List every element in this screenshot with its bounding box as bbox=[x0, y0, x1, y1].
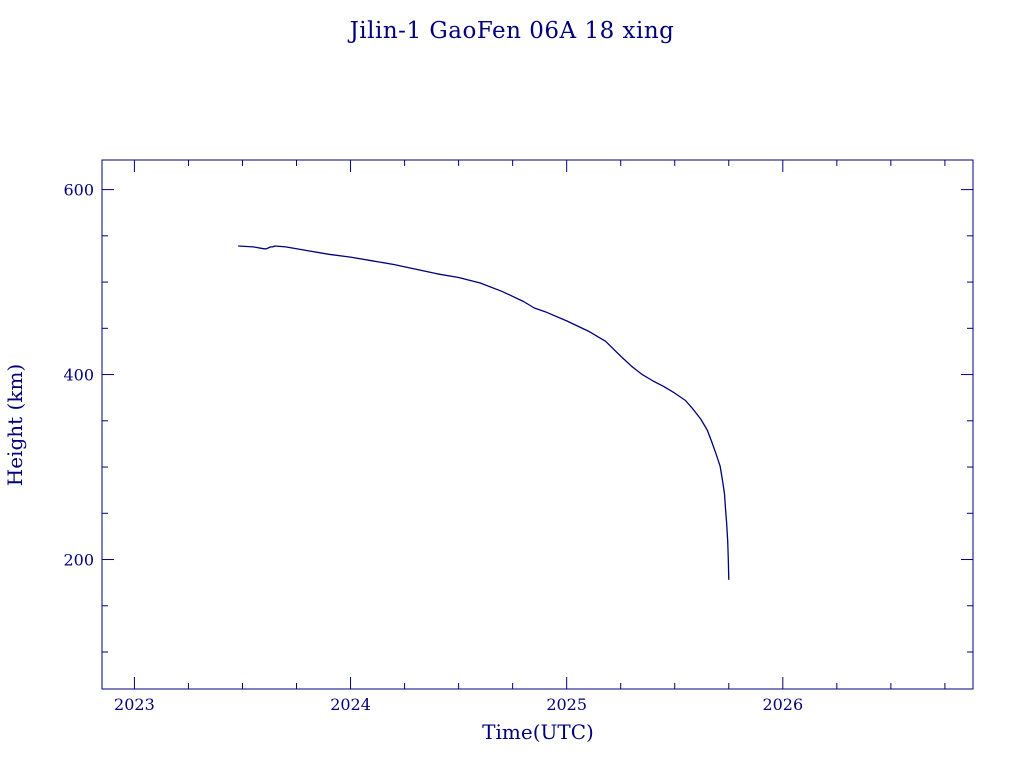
x-tick-label: 2024 bbox=[330, 695, 371, 714]
x-axis-label: Time(UTC) bbox=[482, 720, 594, 744]
axis-ticks bbox=[102, 160, 973, 689]
y-tick-label: 600 bbox=[63, 181, 94, 200]
y-axis-label: Height (km) bbox=[3, 364, 27, 486]
y-tick-label: 400 bbox=[63, 366, 94, 385]
axis-tick-labels: 2023 2024 2025 2026 200 400 600 bbox=[63, 181, 803, 714]
series-line bbox=[238, 245, 730, 580]
chart-title: Jilin-1 GaoFen 06A 18 xing bbox=[348, 18, 675, 44]
y-tick-label: 200 bbox=[63, 551, 94, 570]
x-tick-label: 2023 bbox=[114, 695, 155, 714]
plot-frame bbox=[101, 159, 974, 690]
x-tick-label: 2026 bbox=[762, 695, 803, 714]
x-tick-label: 2025 bbox=[546, 695, 587, 714]
